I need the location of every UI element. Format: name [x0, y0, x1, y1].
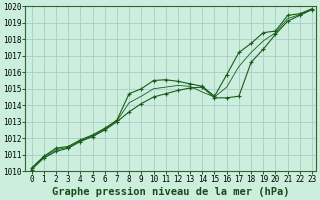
X-axis label: Graphe pression niveau de la mer (hPa): Graphe pression niveau de la mer (hPa) — [52, 187, 289, 197]
